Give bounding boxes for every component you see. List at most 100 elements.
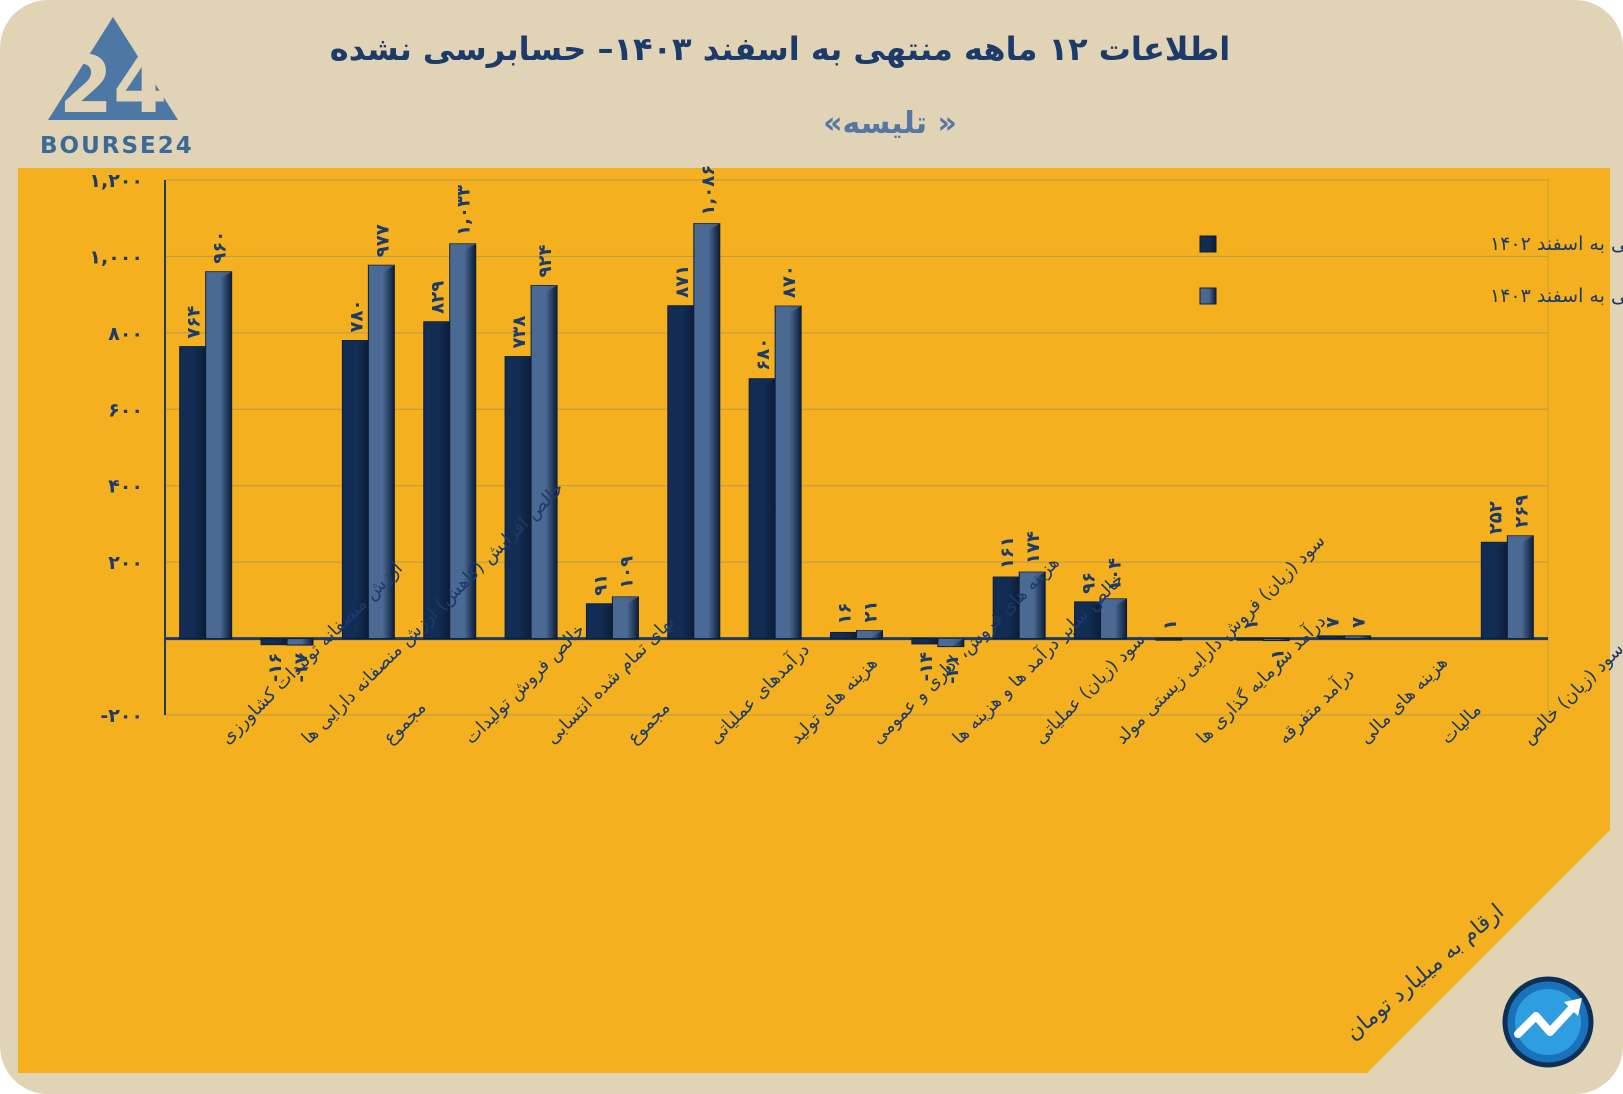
- bar-s1-8: [830, 631, 857, 640]
- data-label: ۷۸۰: [346, 300, 367, 333]
- data-label: ۷: [1323, 617, 1344, 628]
- bar-cap: [856, 630, 883, 639]
- data-label: ۱: [1241, 619, 1262, 630]
- bar-s2-0: [205, 271, 233, 640]
- legend-swatch-1: [1199, 235, 1217, 253]
- logo-mark: 24: [59, 41, 168, 131]
- data-label: ۱: [1160, 619, 1181, 630]
- bar-cap: [423, 321, 450, 330]
- data-label: ۹۶: [1079, 572, 1100, 594]
- bar-s1-10: [992, 576, 1020, 640]
- data-label: -۱۷: [291, 653, 312, 682]
- bar-s2-6: [693, 223, 721, 640]
- data-label: ۸۷۰: [779, 265, 800, 298]
- bar-cap: [937, 638, 964, 647]
- bar-cap: [449, 243, 476, 252]
- y-tick-label: ۸۰۰: [108, 323, 143, 345]
- bar-cap: [993, 577, 1020, 586]
- trend-arrow-icon: [1502, 976, 1594, 1068]
- category-label: درآمد متفرقه: [1273, 662, 1359, 748]
- data-label: ۶۸۰: [753, 338, 774, 371]
- bar-cap: [1100, 598, 1127, 607]
- y-tick-label: ۴۰۰: [108, 476, 143, 498]
- y-tick-label: -۲۰۰: [100, 705, 143, 727]
- legend-swatch-2: [1199, 287, 1217, 305]
- category-label: سود (زیان) خالص: [1518, 639, 1623, 749]
- data-label: ۸۲۹: [428, 281, 449, 314]
- data-label: ۱۷۴: [1023, 531, 1044, 564]
- bar-cap: [1074, 601, 1101, 610]
- bar-s1-13: [1236, 637, 1264, 641]
- data-label: ۱۶: [835, 602, 856, 624]
- bar-cap: [1481, 542, 1508, 551]
- bar-cap: [1507, 535, 1534, 544]
- bar-s2-2: [367, 264, 395, 640]
- data-label: ۲۱: [861, 601, 882, 623]
- legend: عملکرد منتهی به اسفند ۱۴۰۲ عملکرد منتهی ب…: [1199, 233, 1623, 307]
- bar-s1-12: [1155, 637, 1183, 641]
- y-tick-label: ۱,۰۰۰: [89, 246, 143, 268]
- data-label: -۱: [1267, 649, 1288, 667]
- bars: [179, 223, 1534, 648]
- data-label: ۱,۰۸۶: [698, 165, 719, 216]
- bar-s1-4: [504, 356, 532, 640]
- y-tick-label: ۶۰۰: [108, 399, 143, 421]
- bar-s2-16: [1506, 535, 1534, 640]
- bar-s1-1: [260, 638, 288, 646]
- data-label: ۲۵۲: [1485, 501, 1506, 534]
- category-label: مجموع: [623, 697, 674, 748]
- bar-cap: [531, 285, 558, 294]
- bar-s2-3: [449, 243, 477, 640]
- bar-cap: [205, 271, 232, 280]
- bar-s1-0: [179, 346, 207, 640]
- bar-s2-10: [1018, 571, 1046, 640]
- logo-text: BOURSE24: [40, 133, 194, 159]
- data-label: -۱۴: [916, 652, 937, 681]
- data-label: ۹۷۷: [372, 224, 393, 257]
- data-label: ۱۰۹: [616, 556, 637, 589]
- bourse24-logo-icon: 24: [48, 17, 178, 131]
- bar-s1-14: [1318, 635, 1346, 640]
- data-label: ۷۶۴: [184, 306, 205, 339]
- bar-s2-7: [774, 305, 802, 640]
- data-label: ۱۰۴: [1105, 558, 1126, 591]
- category-label: مالیات: [1437, 699, 1486, 748]
- bar-cap: [667, 305, 694, 314]
- bar-s1-9: [911, 638, 939, 645]
- bar-s1-7: [748, 378, 776, 640]
- category-label: مجموع: [379, 697, 430, 748]
- bar-s2-14: [1344, 635, 1372, 640]
- plot-background: [18, 168, 1610, 1073]
- bar-s1-6: [667, 305, 695, 640]
- bar-s1-2: [341, 340, 369, 640]
- data-label: ۷: [1349, 617, 1370, 628]
- bar-cap: [693, 223, 720, 232]
- bar-cap: [749, 378, 776, 387]
- bar-cap: [179, 346, 206, 355]
- bar-cap: [368, 265, 395, 274]
- bar-s1-16: [1480, 541, 1508, 640]
- y-tick-label: ۱,۲۰۰: [89, 170, 143, 192]
- bar-s2-1: [286, 638, 314, 646]
- bar-cap: [1019, 572, 1046, 581]
- data-label: ۱,۰۳۳: [454, 185, 475, 236]
- data-label: ۸۷۱: [672, 265, 693, 298]
- data-label: ۹۶۰: [210, 231, 231, 264]
- data-label: ۱۶۱: [997, 536, 1018, 569]
- chart-title: اطلاعات ۱۲ ماهه منتهی به اسفند ۱۴۰۳– حسا…: [329, 30, 1231, 68]
- data-label: -۲۱: [942, 655, 963, 684]
- bar-s2-13: [1262, 638, 1290, 642]
- bar-cap: [505, 356, 532, 365]
- legend-label-1: عملکرد منتهی به اسفند ۱۴۰۲: [1490, 233, 1623, 255]
- chart-subtitle: « تلیسه»: [823, 106, 957, 141]
- y-tick-label: ۲۰۰: [108, 552, 143, 574]
- data-label: -۱۶: [265, 653, 286, 682]
- bar-s1-3: [423, 321, 451, 640]
- bar-cap: [342, 340, 369, 349]
- bar-s2-4: [530, 284, 558, 640]
- legend-label-2: عملکرد منتهی به اسفند ۱۴۰۳: [1490, 285, 1623, 307]
- bar-cap: [586, 603, 613, 612]
- bar-cap: [775, 306, 802, 315]
